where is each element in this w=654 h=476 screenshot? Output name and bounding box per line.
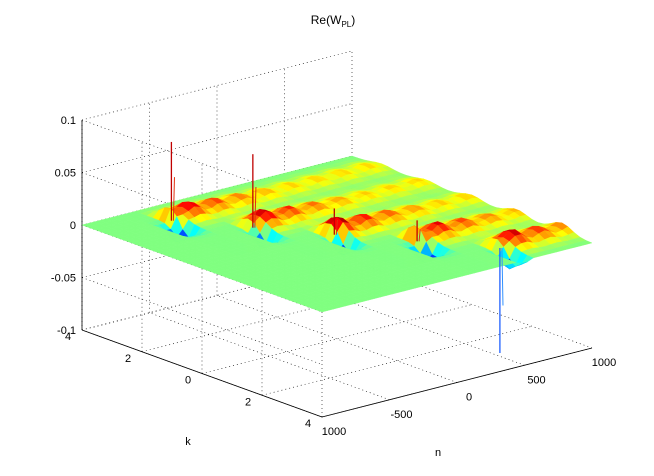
y-tick-label: 2	[125, 353, 131, 365]
surface-patch	[315, 308, 329, 313]
chart-title: Re(WPL)	[311, 13, 355, 29]
x-tick-label: 1000	[322, 426, 346, 438]
y-tick-label: 0	[185, 375, 191, 387]
x-tick-label: 0	[466, 392, 472, 404]
grid-line-n	[149, 312, 390, 401]
z-tick-label: 0.05	[55, 168, 76, 180]
chart-title-subscript: PL	[341, 20, 351, 29]
tick-labels: -0.1 -0.05 0 0.05 0.1 1000 -500 0 500 1000 4 2 0 2 4	[51, 115, 616, 438]
z-tick-label: -0.05	[51, 273, 76, 285]
ridge-spike-secondary	[335, 219, 338, 235]
grid-line-k	[201, 304, 473, 374]
ridge-spike-secondary	[418, 229, 421, 242]
chart-title-main: Re(W	[311, 13, 342, 27]
x-tick-label: 500	[527, 374, 545, 386]
grid-line-z	[81, 277, 323, 365]
y-tick-label: 2	[245, 396, 251, 408]
x-axis-label: n	[435, 447, 441, 459]
ridge-spike-secondary	[172, 177, 175, 221]
x-tick-label: -500	[390, 409, 412, 421]
x-tick-label: 1000	[592, 357, 616, 369]
z-tick-label: -0.1	[57, 325, 76, 337]
y-tick-label: 4	[65, 331, 71, 343]
y-tick-label: 4	[305, 418, 311, 430]
ridge-spike-secondary	[254, 186, 257, 228]
ridge-spikes	[170, 141, 504, 353]
axis-n	[321, 347, 593, 418]
surface-mesh	[81, 155, 593, 313]
grid-line-z	[81, 50, 353, 121]
grid-line-k	[261, 325, 533, 396]
grid-line-n	[216, 295, 458, 383]
axis-k	[81, 329, 323, 418]
grid-line-z	[81, 103, 353, 173]
ridge-spike-secondary	[501, 247, 504, 306]
y-axis-label: k	[185, 436, 191, 448]
z-tick-label: 0	[70, 220, 76, 232]
z-tick-label: 0.1	[61, 115, 76, 127]
chart-title-close: )	[351, 13, 355, 27]
